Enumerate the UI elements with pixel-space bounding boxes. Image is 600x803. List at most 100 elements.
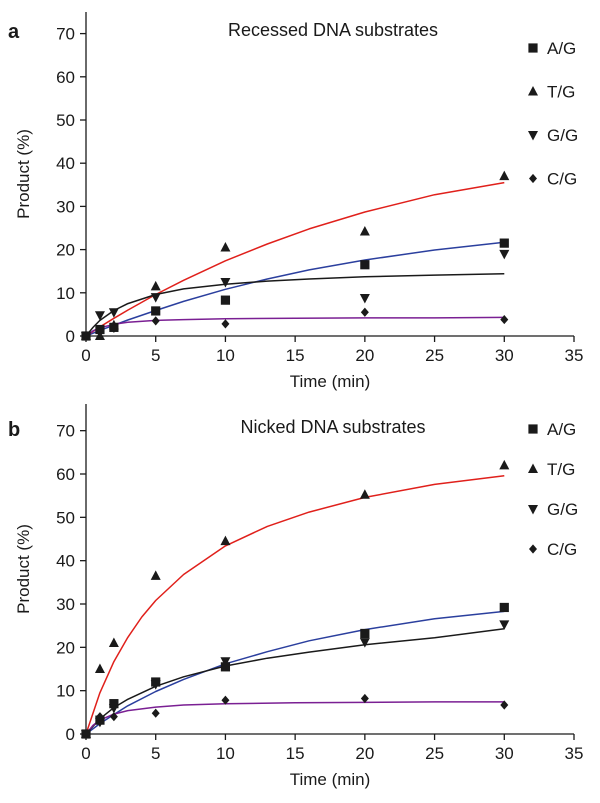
data-point-TG (108, 637, 119, 647)
y-tick-label: 50 (56, 111, 75, 130)
chart-panel-a: 0 10 20 30 40 50 60 70 0 5 10 15 20 25 30 35 Time (min) P… (8, 12, 583, 391)
data-point-GG (359, 638, 370, 648)
y-tick-label: 50 (56, 508, 75, 527)
x-tick-label: 0 (81, 744, 90, 763)
data-point-CG (500, 314, 509, 325)
y-axis-title: Product (%) (14, 524, 33, 614)
legend-label: C/G (547, 170, 577, 189)
data-point-CG (151, 708, 160, 718)
y-tick-label: 40 (56, 154, 75, 173)
chart-title: Recessed DNA substrates (228, 20, 438, 40)
data-point-GG (499, 249, 510, 260)
legend-marker (528, 131, 538, 141)
y-tick-label: 0 (66, 725, 75, 744)
data-point-AG (499, 238, 509, 248)
data-point-CG (221, 319, 230, 329)
data-point-TG (94, 663, 105, 673)
data-point-AG (151, 306, 161, 316)
data-point-CG (500, 700, 509, 710)
legend-label: A/G (547, 420, 576, 439)
legend-marker (529, 173, 537, 184)
data-point-TG (359, 225, 370, 236)
x-axis-title: Time (min) (290, 372, 371, 391)
data-point-CG (82, 729, 90, 739)
data-point-AG (360, 260, 370, 270)
data-point-TG (499, 459, 510, 470)
x-tick-label: 20 (355, 346, 374, 365)
data-point-CG (360, 693, 369, 704)
data-point-TG (220, 535, 231, 546)
legend-marker (528, 424, 538, 434)
x-tick-label: 35 (565, 744, 584, 763)
data-point-GG (150, 680, 161, 690)
fit-curve-CG (85, 701, 505, 735)
data-point-CG (151, 316, 160, 326)
y-tick-label: 10 (56, 284, 75, 303)
data-point-GG (499, 620, 510, 630)
data-point-GG (220, 657, 231, 667)
fit-curve-AG (85, 610, 505, 735)
fit-curve-GG (85, 627, 505, 735)
data-point-TG (220, 241, 231, 252)
y-tick-label: 40 (56, 552, 75, 571)
y-tick-label: 70 (56, 422, 75, 441)
data-point-AG (109, 699, 119, 709)
data-point-AG (220, 295, 231, 305)
chart-title: Nicked DNA substrates (240, 417, 425, 437)
x-tick-label: 30 (495, 346, 514, 365)
data-point-TG (499, 170, 510, 181)
data-point-CG (95, 712, 104, 722)
data-point-CG (82, 331, 90, 341)
x-tick-label: 15 (286, 744, 305, 763)
x-tick-label: 30 (495, 744, 514, 763)
legend-label: A/G (547, 39, 576, 58)
data-point-AG (499, 602, 509, 613)
y-tick-label: 20 (56, 241, 75, 260)
data-point-GG (94, 717, 105, 728)
x-tick-label: 15 (286, 346, 305, 365)
legend-marker (528, 505, 538, 515)
x-tick-label: 10 (216, 346, 235, 365)
data-point-AG (220, 662, 231, 672)
legend-label: C/G (547, 540, 577, 559)
data-point-GG (94, 311, 105, 321)
legend-label: G/G (547, 500, 578, 519)
y-tick-label: 30 (56, 595, 75, 614)
legend-marker (528, 86, 538, 96)
data-point-TG (94, 330, 105, 340)
legend-marker (529, 544, 537, 554)
x-tick-label: 10 (216, 744, 235, 763)
data-point-GG (108, 308, 119, 318)
y-tick-label: 0 (66, 327, 75, 346)
x-tick-label: 0 (81, 346, 90, 365)
y-tick-label: 70 (56, 25, 75, 44)
data-point-CG (95, 324, 104, 335)
fit-curve-AG (85, 241, 505, 337)
y-tick-label: 60 (56, 465, 75, 484)
legend-marker (528, 43, 538, 53)
data-point-GG (359, 293, 370, 304)
data-point-GG (108, 704, 119, 714)
legend-marker (528, 463, 538, 473)
fit-curve-GG (85, 273, 505, 337)
x-tick-label: 20 (355, 744, 374, 763)
panel-letter: b (8, 419, 20, 441)
chart-panel-b: 0 10 20 30 40 50 60 70 0 5 10 15 20 25 30 35 Time (min) P… (8, 404, 583, 789)
x-tick-label: 35 (565, 346, 584, 365)
legend-label: T/G (547, 460, 575, 479)
fit-curve-CG (85, 316, 505, 337)
y-tick-label: 60 (56, 68, 75, 87)
data-point-TG (150, 280, 161, 291)
x-tick-label: 5 (151, 346, 160, 365)
data-point-TG (150, 570, 161, 580)
fit-curve-TG (85, 181, 505, 337)
x-axis-title: Time (min) (290, 770, 371, 789)
y-tick-label: 20 (56, 638, 75, 657)
x-tick-label: 25 (425, 744, 444, 763)
data-point-GG (150, 293, 161, 303)
legend-label: T/G (547, 83, 575, 102)
data-point-CG (360, 307, 369, 317)
data-point-CG (221, 695, 230, 705)
panel-letter: a (8, 21, 20, 43)
